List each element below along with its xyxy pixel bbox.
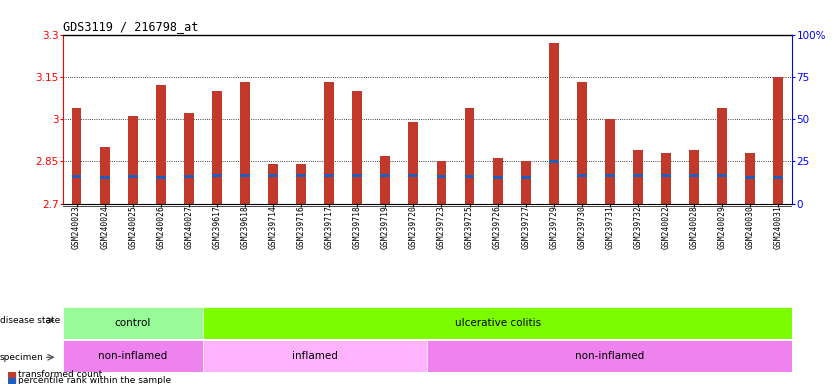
Text: GSM239618: GSM239618	[240, 205, 249, 250]
Text: GSM239717: GSM239717	[324, 205, 334, 250]
Bar	[352, 91, 362, 204]
Bar	[436, 161, 446, 204]
Bar	[296, 164, 306, 204]
Bar	[352, 174, 362, 177]
Text: inflamed: inflamed	[292, 351, 338, 361]
Bar	[746, 175, 755, 179]
Bar	[520, 161, 530, 204]
Bar	[203, 340, 427, 372]
Bar	[380, 174, 390, 177]
Bar	[8, 372, 14, 377]
Bar	[212, 174, 222, 177]
Text: GSM239729: GSM239729	[550, 205, 558, 250]
Bar	[72, 175, 82, 179]
Bar	[296, 174, 306, 177]
Bar	[8, 379, 14, 383]
Bar	[633, 150, 643, 204]
Bar	[465, 108, 475, 204]
Text: GSM239726: GSM239726	[493, 205, 502, 250]
Bar	[661, 174, 671, 177]
Text: GSM239714: GSM239714	[269, 205, 278, 250]
Text: GSM240022: GSM240022	[661, 205, 671, 250]
Text: specimen: specimen	[0, 353, 43, 362]
Bar	[100, 175, 109, 179]
Bar	[240, 174, 250, 177]
Bar	[409, 122, 419, 204]
Bar	[549, 160, 559, 163]
Text: control: control	[114, 318, 151, 328]
Text: GSM240025: GSM240025	[128, 205, 138, 250]
Bar	[661, 153, 671, 204]
Bar	[577, 83, 586, 204]
Bar	[549, 43, 559, 204]
Text: transformed count: transformed count	[18, 370, 102, 379]
Bar	[689, 174, 699, 177]
Bar	[380, 156, 390, 204]
Text: GDS3119 / 216798_at: GDS3119 / 216798_at	[63, 20, 198, 33]
Bar	[493, 175, 503, 179]
Bar	[773, 175, 783, 179]
Bar	[633, 174, 643, 177]
Text: GSM239716: GSM239716	[297, 205, 305, 250]
Text: GSM239730: GSM239730	[577, 205, 586, 250]
Text: GSM240023: GSM240023	[72, 205, 81, 250]
Text: GSM239725: GSM239725	[465, 205, 474, 250]
Text: GSM239723: GSM239723	[437, 205, 446, 250]
Bar	[184, 113, 193, 204]
Bar	[605, 174, 615, 177]
Text: GSM239617: GSM239617	[213, 205, 221, 250]
Text: GSM240026: GSM240026	[156, 205, 165, 250]
Text: GSM240028: GSM240028	[690, 205, 699, 250]
Bar	[409, 174, 419, 177]
Bar	[63, 340, 203, 372]
Text: GSM240030: GSM240030	[746, 205, 755, 250]
Bar	[128, 116, 138, 204]
Bar	[605, 119, 615, 204]
Text: disease state: disease state	[0, 316, 60, 325]
Text: GSM239719: GSM239719	[381, 205, 389, 250]
Bar	[773, 77, 783, 204]
Bar	[436, 175, 446, 179]
Text: GSM240031: GSM240031	[774, 205, 783, 250]
Bar	[63, 307, 203, 339]
Text: non-inflamed: non-inflamed	[98, 351, 168, 361]
Text: non-inflamed: non-inflamed	[575, 351, 645, 361]
Bar	[324, 174, 334, 177]
Bar	[493, 159, 503, 204]
Bar	[465, 175, 475, 179]
Bar	[203, 307, 792, 339]
Bar	[746, 153, 755, 204]
Bar	[269, 174, 278, 177]
Bar	[520, 175, 530, 179]
Bar	[324, 83, 334, 204]
Bar	[156, 175, 166, 179]
Text: GSM240029: GSM240029	[717, 205, 726, 250]
Bar	[240, 83, 250, 204]
Bar	[717, 174, 727, 177]
Bar	[100, 147, 109, 204]
Text: GSM240027: GSM240027	[184, 205, 193, 250]
Bar	[184, 175, 193, 179]
Bar	[717, 108, 727, 204]
Text: GSM239727: GSM239727	[521, 205, 530, 250]
Text: GSM239718: GSM239718	[353, 205, 362, 250]
Bar	[128, 175, 138, 179]
Bar	[72, 108, 82, 204]
Text: GSM240024: GSM240024	[100, 205, 109, 250]
Text: ulcerative colitis: ulcerative colitis	[455, 318, 540, 328]
Text: percentile rank within the sample: percentile rank within the sample	[18, 376, 171, 384]
Bar	[427, 340, 792, 372]
Text: GSM239732: GSM239732	[634, 205, 642, 250]
Text: GSM239731: GSM239731	[605, 205, 615, 250]
Bar	[212, 91, 222, 204]
Bar	[156, 85, 166, 204]
Bar	[689, 150, 699, 204]
Bar	[269, 164, 278, 204]
Bar	[577, 174, 586, 177]
Text: GSM239720: GSM239720	[409, 205, 418, 250]
